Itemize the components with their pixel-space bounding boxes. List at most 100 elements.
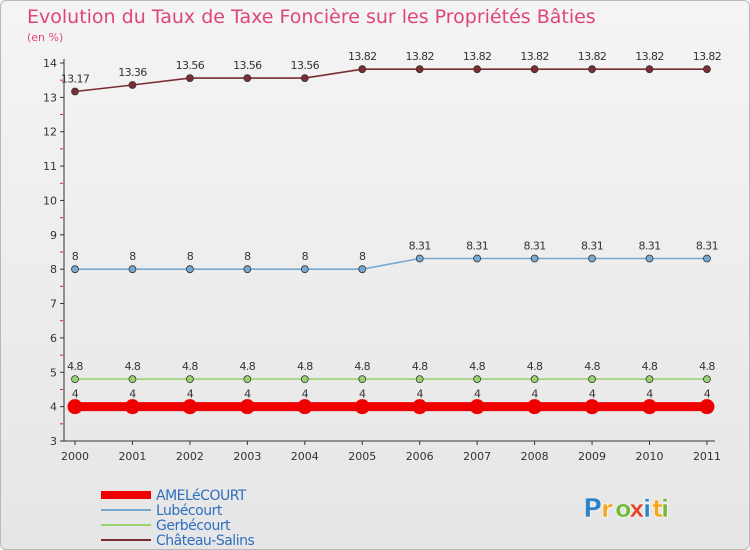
data-point — [473, 375, 482, 384]
data-point — [588, 65, 596, 74]
data-label: 8 — [129, 250, 136, 263]
data-point — [124, 399, 140, 415]
series-gerb-court: 4.8 4.8 4.8 4.8 4.8 4.8 4.8 4.8 4.8 4.8 4.8 4.8 — [67, 360, 716, 384]
data-label: 4 — [129, 388, 136, 401]
data-point — [185, 265, 194, 274]
data-label: 4 — [72, 388, 79, 401]
data-label: 4.8 — [469, 360, 485, 373]
data-point — [128, 81, 137, 89]
brand-letter: x — [629, 495, 645, 523]
data-point — [530, 254, 539, 263]
data-label: 8 — [187, 250, 194, 263]
data-label: 13.17 — [61, 73, 90, 86]
data-label: 13.82 — [578, 50, 607, 63]
data-label: 8.31 — [466, 240, 488, 253]
data-label: 4 — [187, 388, 194, 401]
legend-label: Château-Salins — [156, 533, 254, 549]
series-line — [75, 257, 707, 271]
data-point — [588, 254, 596, 263]
data-label: 4.8 — [527, 360, 543, 373]
data-point — [703, 65, 711, 74]
data-label: 8.31 — [581, 240, 603, 253]
data-point — [473, 254, 482, 263]
brand-letter: o — [615, 495, 632, 523]
data-point — [239, 399, 255, 415]
data-point — [703, 375, 711, 384]
data-point — [243, 74, 252, 83]
legend: AMELéCOURTLubécourtGerbécourtChâteau-Sal… — [101, 488, 255, 549]
data-point — [530, 375, 539, 384]
x-tick-label: 2009 — [578, 450, 606, 463]
x-tick-label: 2003 — [233, 450, 261, 463]
axes: 3 4 5 6 7 8 9 10 11 12 13 14 2000 2001 2002 2003 2004 200… — [43, 57, 721, 463]
data-point — [185, 74, 194, 83]
data-point — [645, 65, 654, 74]
data-point — [415, 65, 424, 74]
legend-label: AMELéCOURT — [156, 488, 247, 504]
data-label: 4.8 — [297, 360, 313, 373]
data-point — [530, 65, 539, 74]
data-label: 8 — [72, 250, 79, 263]
y-tick-label: 6 — [50, 332, 57, 345]
data-point — [243, 375, 252, 384]
series-amel-court: 4 4 4 4 4 4 4 4 4 4 4 4 — [67, 388, 715, 415]
data-point — [128, 265, 137, 274]
y-tick-label: 8 — [50, 263, 57, 276]
data-point — [703, 254, 711, 263]
brand-letter: P — [583, 494, 602, 524]
data-point — [412, 399, 428, 415]
y-tick-label: 12 — [43, 126, 57, 139]
series-ch-teau-salins: 13.17 13.36 13.56 13.56 13.56 13.82 13.82 13.82… — [61, 50, 722, 96]
y-tick-label: 9 — [50, 229, 57, 242]
data-label: 8.31 — [524, 240, 546, 253]
data-point — [300, 265, 309, 274]
series-line — [74, 68, 707, 93]
data-label: 4 — [646, 388, 653, 401]
x-tick-label: 2006 — [406, 450, 434, 463]
data-point — [642, 399, 657, 415]
data-label: 4 — [359, 388, 366, 401]
data-label: 13.56 — [291, 59, 320, 72]
data-label: 4 — [704, 388, 711, 401]
series-lub-court: 8 8 8 8 8 8 8.31 8.31 8.31 8.31 8.31 8.31 — [71, 240, 719, 274]
data-point — [354, 399, 370, 415]
data-label: 4.8 — [699, 360, 715, 373]
x-tick-label: 2002 — [176, 450, 204, 463]
data-point — [527, 399, 543, 415]
y-tick-label: 14 — [43, 57, 57, 70]
data-point — [297, 399, 313, 415]
data-point — [182, 399, 198, 415]
data-point — [699, 399, 715, 415]
data-point — [300, 375, 309, 384]
data-label: 13.82 — [348, 50, 377, 63]
data-point — [358, 65, 367, 74]
proxiti-logo: Pr oxi ti — [583, 494, 670, 525]
brand-letter: i — [661, 495, 669, 523]
data-label: 4 — [244, 388, 251, 401]
data-label: 4.8 — [584, 360, 600, 373]
data-label: 4.8 — [125, 360, 141, 373]
y-axis-label: (en %) — [27, 31, 63, 44]
x-tick-label: 2000 — [61, 450, 89, 463]
data-label: 13.82 — [463, 50, 492, 63]
y-tick-label: 5 — [50, 366, 57, 379]
brand-letter: i — [643, 495, 651, 523]
data-label: 8 — [302, 250, 309, 263]
data-label: 4 — [474, 388, 481, 401]
data-label: 13.82 — [635, 50, 664, 63]
data-label: 4 — [416, 388, 423, 401]
data-point — [415, 375, 424, 384]
data-label: 13.56 — [233, 59, 262, 72]
data-label: 4.8 — [182, 360, 198, 373]
data-point — [415, 254, 424, 263]
y-tick-label: 10 — [43, 194, 57, 207]
y-tick-label: 11 — [43, 160, 57, 173]
x-tick-label: 2010 — [636, 450, 664, 463]
data-label: 13.56 — [176, 59, 205, 72]
data-label: 8 — [359, 250, 366, 263]
data-label: 8.31 — [638, 240, 660, 253]
data-label: 4.8 — [67, 360, 83, 373]
data-label: 8 — [244, 250, 251, 263]
